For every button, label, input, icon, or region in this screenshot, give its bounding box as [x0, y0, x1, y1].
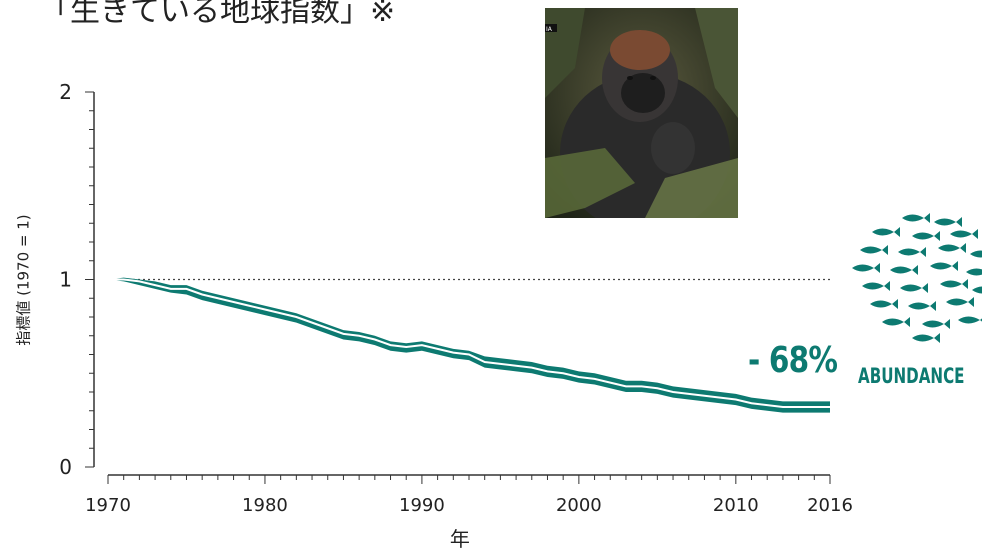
fish-shape: [966, 268, 982, 276]
fish-shape: [882, 317, 910, 327]
fish-shape: [852, 263, 880, 273]
y-tick-label: 2: [59, 80, 72, 104]
page-title: 「生きている地球指数」※: [40, 0, 396, 29]
x-tick-label: 2000: [556, 495, 602, 516]
y-axis-label: 指標値 (1970 = 1): [14, 214, 33, 346]
abundance-label: ABUNDANCE: [858, 364, 965, 388]
y-tick-label: 1: [59, 268, 72, 292]
x-tick-label: 2010: [713, 495, 759, 516]
fish-shape: [958, 316, 982, 324]
fish-shape: [902, 213, 930, 223]
fish-shape: [970, 250, 982, 258]
fish-shape: [900, 283, 928, 293]
fish-shape: [934, 217, 962, 227]
y-tick-label: 0: [59, 455, 72, 479]
photo-tag: IA: [546, 26, 553, 33]
decline-percent-label: - 68%: [748, 340, 838, 381]
fish-school-icon: [852, 213, 982, 343]
fish-shape: [938, 243, 966, 253]
index-line: [108, 278, 830, 408]
fish-shape: [912, 333, 940, 343]
confidence-band: [108, 277, 830, 413]
fish-shape: [912, 231, 940, 241]
x-tick-label: 2016: [807, 495, 853, 516]
fish-shape: [946, 297, 974, 307]
fish-shape: [972, 286, 982, 294]
x-tick-label: 1990: [399, 495, 445, 516]
fish-shape: [908, 301, 936, 311]
fish-shape: [930, 261, 958, 271]
x-tick-label: 1970: [85, 495, 131, 516]
fish-shape: [890, 265, 918, 275]
fish-shape: [922, 319, 950, 329]
gorilla-photo: IA: [545, 8, 738, 218]
fish-shape: [898, 247, 926, 257]
x-tick-label: 1980: [242, 495, 288, 516]
fish-shape: [940, 279, 968, 289]
x-axis-label: 年: [450, 527, 470, 550]
fish-shape: [860, 245, 888, 255]
fish-shape: [872, 227, 900, 237]
fish-shape: [950, 229, 978, 239]
fish-shape: [870, 299, 898, 309]
fish-shape: [862, 281, 890, 291]
